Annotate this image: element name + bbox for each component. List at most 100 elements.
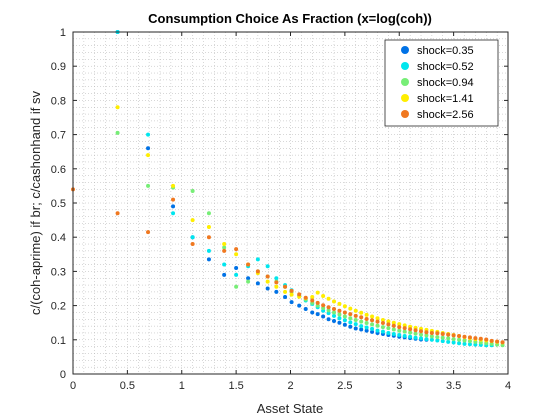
data-point (337, 308, 342, 313)
data-point (467, 342, 472, 347)
data-point (435, 331, 440, 336)
data-point (375, 316, 380, 321)
y-tick-label: 0.9 (51, 61, 66, 73)
data-point (457, 341, 462, 346)
data-point (283, 289, 288, 294)
data-point (440, 339, 445, 344)
data-point (391, 323, 396, 328)
data-point (246, 279, 251, 284)
data-point (359, 319, 364, 324)
data-point (348, 316, 353, 321)
y-tick-label: 0.6 (51, 164, 66, 176)
data-point (424, 333, 429, 338)
data-point (146, 153, 151, 158)
data-point (462, 341, 467, 346)
data-point (489, 338, 494, 343)
data-point (408, 334, 413, 339)
data-point (419, 332, 423, 337)
data-point (321, 305, 326, 310)
data-point (321, 314, 326, 319)
data-point (326, 308, 331, 313)
data-point (146, 146, 151, 151)
data-point (171, 204, 176, 209)
data-point (495, 339, 500, 344)
data-point (364, 328, 369, 333)
data-point (489, 341, 494, 346)
data-point (353, 326, 358, 331)
data-point (321, 308, 326, 313)
data-point (364, 316, 369, 321)
data-point (391, 320, 396, 325)
data-point (310, 310, 315, 315)
data-point (424, 330, 429, 335)
data-point (391, 327, 396, 332)
data-point (451, 340, 456, 345)
data-point (246, 276, 251, 281)
y-tick-label: 0 (60, 369, 66, 381)
y-tick-label: 1 (60, 27, 66, 39)
data-point (265, 264, 270, 269)
data-point (222, 272, 227, 277)
data-point (397, 328, 402, 333)
data-point (289, 300, 294, 305)
x-tick-label: 1.5 (228, 380, 243, 392)
data-point (246, 262, 251, 267)
data-point (353, 308, 358, 313)
y-tick-label: 0.4 (51, 232, 66, 244)
data-point (370, 318, 375, 323)
data-point (255, 269, 260, 274)
data-point (315, 290, 320, 295)
data-point (146, 132, 151, 137)
data-point (380, 321, 385, 326)
data-point (337, 320, 342, 325)
data-point (435, 335, 440, 340)
data-point (386, 322, 391, 327)
data-point (478, 336, 483, 341)
data-point (337, 316, 342, 321)
data-point (375, 319, 380, 324)
data-point (342, 314, 347, 319)
data-point (289, 288, 294, 293)
data-point (115, 105, 120, 110)
y-tick-label: 0.7 (51, 130, 66, 142)
data-point (190, 189, 195, 194)
data-point (115, 211, 120, 216)
series-5 (71, 187, 505, 345)
legend-label: shock=0.94 (417, 77, 474, 89)
data-point (274, 276, 279, 281)
scatter-points (71, 30, 505, 348)
data-point (500, 340, 505, 345)
data-point (348, 324, 353, 329)
data-point (353, 313, 358, 318)
data-point (234, 272, 239, 277)
data-point (364, 321, 369, 326)
data-point (429, 330, 434, 335)
data-point (353, 317, 358, 322)
data-point (171, 197, 176, 202)
data-point (332, 310, 336, 315)
y-axis-ticks: 0 0.1 0.2 0.3 0.4 0.5 0.6 0.7 0.8 0.9 1 (51, 27, 508, 381)
legend-marker (401, 46, 409, 54)
data-point (321, 294, 326, 299)
legend-label: shock=2.56 (417, 109, 474, 121)
data-point (315, 312, 320, 317)
data-point (473, 339, 478, 344)
data-point (408, 330, 413, 335)
data-point (353, 322, 358, 327)
data-point (206, 235, 211, 240)
data-point (255, 281, 260, 286)
data-point (402, 323, 407, 328)
x-tick-label: 4 (505, 380, 511, 392)
data-point (375, 323, 380, 328)
data-point (234, 252, 239, 257)
x-tick-label: 3 (396, 380, 402, 392)
data-point (326, 317, 331, 322)
data-point (473, 336, 478, 341)
legend-label: shock=1.41 (417, 93, 474, 105)
y-tick-label: 0.1 (51, 335, 66, 347)
data-point (171, 183, 176, 188)
data-point (146, 183, 151, 188)
data-point (429, 337, 434, 342)
data-point (234, 247, 239, 252)
